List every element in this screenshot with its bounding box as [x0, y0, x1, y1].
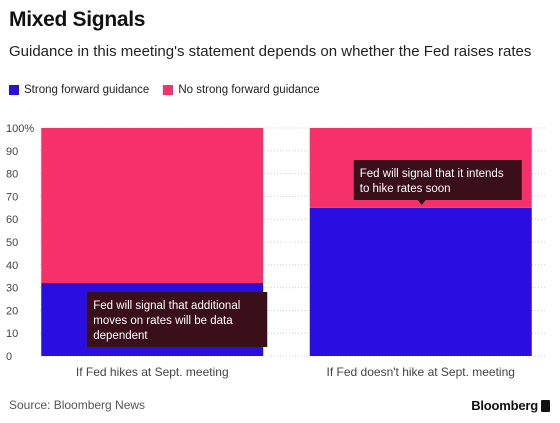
- annotation-box-1: [353, 160, 522, 200]
- legend-item-no-strong: No strong forward guidance: [163, 84, 320, 96]
- y-tick-label-7: 70: [6, 191, 18, 203]
- bar-strong-1: [309, 207, 532, 356]
- y-tick-label-10: 100%: [6, 123, 34, 135]
- annotation-text-0-0: Fed will signal that additional: [93, 300, 240, 312]
- bloomberg-terminal-icon: [541, 400, 550, 412]
- chart-title: Mixed Signals: [9, 8, 146, 31]
- chart-subtitle: Guidance in this meeting's statement dep…: [9, 43, 532, 60]
- legend-label-no-strong: No strong forward guidance: [178, 84, 320, 96]
- legend-item-strong: Strong forward guidance: [9, 84, 149, 96]
- legend-label-strong: Strong forward guidance: [24, 84, 150, 96]
- legend: Strong forward guidance No strong forwar…: [9, 84, 334, 96]
- annotation-text-1-0: Fed will signal that it intends: [360, 168, 504, 180]
- annotation-text-0-1: moves on rates will be data: [93, 315, 233, 327]
- bar-no-strong-0: [41, 128, 264, 284]
- x-category-label-1: If Fed doesn't hike at Sept. meeting: [327, 365, 515, 379]
- y-tick-label-8: 80: [6, 169, 18, 181]
- annotation-pointer-1: [417, 200, 426, 205]
- annotation-text-1-1: to hike rates soon: [360, 183, 451, 195]
- legend-swatch-no-strong: [163, 85, 174, 95]
- y-tick-label-5: 50: [6, 237, 18, 249]
- brand-name: Bloomberg: [471, 398, 538, 413]
- source-note: Source: Bloomberg News: [9, 398, 146, 412]
- y-tick-label-2: 20: [6, 305, 18, 317]
- x-category-label-0: If Fed hikes at Sept. meeting: [76, 365, 229, 379]
- annotation-box-0: [87, 292, 268, 347]
- annotation-text-0-2: dependent: [93, 330, 148, 342]
- legend-swatch-strong: [9, 85, 19, 95]
- brand-logo: Bloomberg: [471, 398, 550, 413]
- y-tick-label-1: 10: [6, 328, 18, 340]
- y-tick-label-9: 90: [6, 146, 18, 158]
- y-tick-label-3: 30: [6, 283, 18, 295]
- y-tick-label-6: 60: [6, 214, 18, 226]
- y-tick-label-4: 40: [6, 260, 18, 272]
- y-tick-label-0: 0: [6, 351, 12, 363]
